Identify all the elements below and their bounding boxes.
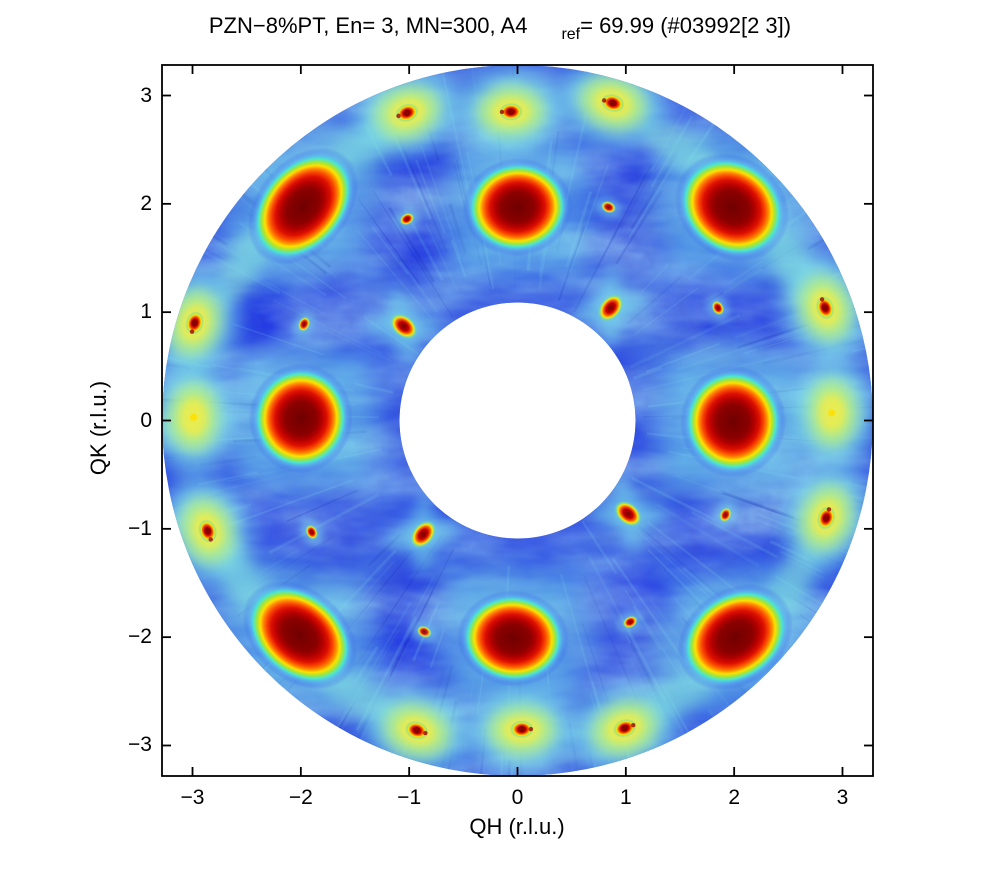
weak-spot — [600, 200, 617, 214]
rim-peak-core-2 — [423, 730, 428, 736]
satellite-core — [420, 531, 426, 537]
radial-streak — [361, 560, 395, 599]
radial-streak — [371, 225, 410, 276]
satellite-core — [625, 511, 631, 517]
rim-peak-core — [621, 724, 628, 732]
rim-peak-core — [413, 727, 420, 734]
bragg-peak — [247, 147, 359, 265]
title-main: PZN−8%PT, En= 3, MN=300, A4 — [208, 13, 528, 38]
radial-streak — [411, 576, 435, 618]
x-axis-label: QH (r.l.u.) — [469, 814, 565, 839]
radial-streak — [619, 169, 654, 230]
rim-peak-core-2 — [819, 297, 825, 302]
bragg-peak — [674, 152, 790, 262]
radial-streak — [848, 522, 873, 544]
rim-peak-core-2 — [602, 98, 607, 103]
x-tick-label: 2 — [728, 786, 740, 809]
rim-peak-core-2 — [631, 722, 636, 728]
radial-streak — [286, 490, 358, 522]
bragg-peak — [242, 580, 358, 690]
weak-spot — [622, 615, 638, 629]
radial-streak — [707, 708, 775, 776]
x-tick-label: 0 — [511, 786, 524, 809]
y-tick-label: −2 — [128, 625, 152, 649]
bragg-peak — [457, 590, 570, 687]
y-axis-label: QK (r.l.u.) — [86, 380, 111, 476]
x-tick-label: −2 — [288, 786, 313, 809]
rim-weak-dot — [828, 409, 836, 417]
rim-peak-core — [821, 304, 829, 312]
x-tick-label: −3 — [180, 786, 205, 809]
bragg-peak — [462, 158, 573, 257]
rim-peak-core — [609, 99, 617, 107]
radial-streak — [626, 65, 652, 88]
y-tick-label: −3 — [128, 733, 152, 757]
rim-peak-core-2 — [396, 113, 401, 119]
weak-spot — [305, 524, 319, 540]
radial-streak — [175, 653, 278, 754]
title-subscript: ref — [561, 26, 581, 43]
radial-streak — [755, 71, 869, 184]
x-tick-label: −1 — [397, 786, 422, 809]
weak-spot — [719, 507, 732, 523]
radial-streak — [625, 635, 656, 694]
rim-peak-core — [403, 109, 411, 117]
radial-streak — [691, 510, 778, 559]
radial-streak — [745, 514, 781, 531]
radial-streak — [656, 503, 760, 568]
rim-peak-core-2 — [499, 109, 505, 115]
rim-peak-core — [191, 319, 198, 327]
rim-peak-core-2 — [826, 507, 832, 512]
rim-peak-core-2 — [528, 726, 534, 732]
y-tick-label: 3 — [140, 83, 152, 107]
weak-spot — [711, 300, 725, 316]
radial-streak — [831, 243, 873, 278]
radial-streak — [850, 498, 873, 526]
bragg-peak — [677, 584, 794, 691]
radial-streak — [594, 763, 604, 776]
rim-peak-core — [204, 527, 211, 535]
rim-peak-core — [507, 108, 515, 115]
y-tick-label: −1 — [128, 516, 152, 540]
weak-spot — [416, 625, 433, 639]
radial-streak — [162, 325, 178, 339]
weak-spot — [297, 316, 311, 332]
radial-streak — [851, 480, 873, 514]
plot-title: PZN−8%PT, En= 3, MN=300, A4 ref= 69.99 (#… — [0, 13, 1000, 44]
radial-streak — [334, 65, 387, 105]
radial-streak — [691, 65, 769, 117]
title-rest: = 69.99 (#03992[2 3]) — [580, 13, 792, 38]
y-tick-label: 0 — [140, 408, 152, 432]
satellite-core — [608, 305, 614, 311]
radial-streak — [387, 591, 434, 684]
x-tick-label: 3 — [836, 786, 849, 809]
axes-box-and-ticks — [161, 64, 874, 777]
radial-streak — [268, 493, 379, 555]
rim-weak-dot — [190, 413, 198, 421]
radial-streak — [842, 546, 873, 594]
bragg-peak — [680, 365, 787, 478]
radial-streak — [799, 614, 873, 688]
bragg-peak — [248, 363, 353, 474]
annular-heatmap — [162, 65, 873, 776]
radial-streak — [858, 436, 873, 446]
y-tick-label: 2 — [140, 191, 152, 215]
radial-streak — [162, 456, 176, 464]
satellite-core — [401, 323, 407, 329]
y-tick-label: 1 — [140, 300, 152, 324]
rim-peak-core — [518, 726, 526, 733]
rim-peak-core-2 — [208, 537, 213, 542]
rim-peak-core-2 — [189, 329, 195, 334]
radial-streak — [162, 116, 257, 212]
radial-streak — [279, 706, 353, 776]
rim-peak-core — [823, 514, 830, 522]
radial-streak — [716, 90, 743, 128]
x-tick-label: 1 — [619, 786, 632, 809]
weak-spot — [399, 212, 415, 226]
